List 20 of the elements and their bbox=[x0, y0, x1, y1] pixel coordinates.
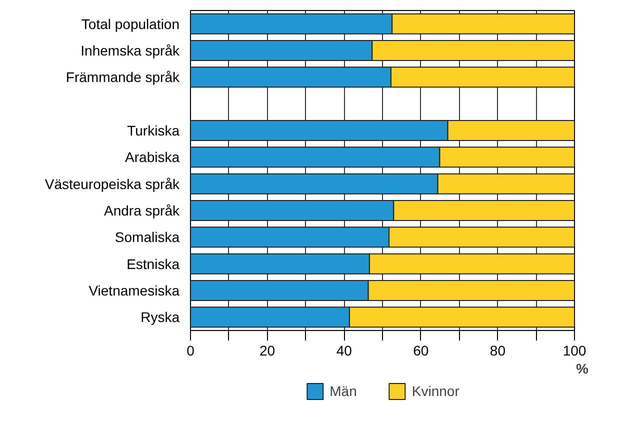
y-tick-label: Andra språk bbox=[104, 202, 180, 218]
y-tick-label: Arabiska bbox=[125, 149, 180, 166]
y-tick-label: Inhemska språk bbox=[80, 42, 180, 58]
x-tick-label: 20 bbox=[260, 342, 276, 358]
legend-label: Kvinnor bbox=[412, 383, 460, 399]
y-tick-label: Turkiska bbox=[127, 122, 180, 138]
y-tick-label: Somaliska bbox=[114, 229, 180, 246]
y-tick-label: Estniska bbox=[126, 256, 180, 272]
y-tick-label: Främmande språk bbox=[66, 69, 180, 86]
x-tick-label: 80 bbox=[490, 342, 506, 358]
y-tick-label: Total population bbox=[81, 16, 180, 32]
x-tick-label: 100 bbox=[562, 342, 586, 358]
y-tick-label: Vietnamesiska bbox=[88, 282, 180, 298]
x-tick-label: 40 bbox=[336, 342, 352, 358]
y-tick-label: Västeuropeiska språk bbox=[44, 176, 180, 192]
x-axis-title: % bbox=[576, 360, 590, 376]
x-tick-label: 60 bbox=[413, 342, 429, 358]
x-tick-label: 0 bbox=[186, 342, 195, 358]
legend-label: Män bbox=[330, 383, 357, 399]
y-tick-label: Ryska bbox=[140, 309, 180, 326]
